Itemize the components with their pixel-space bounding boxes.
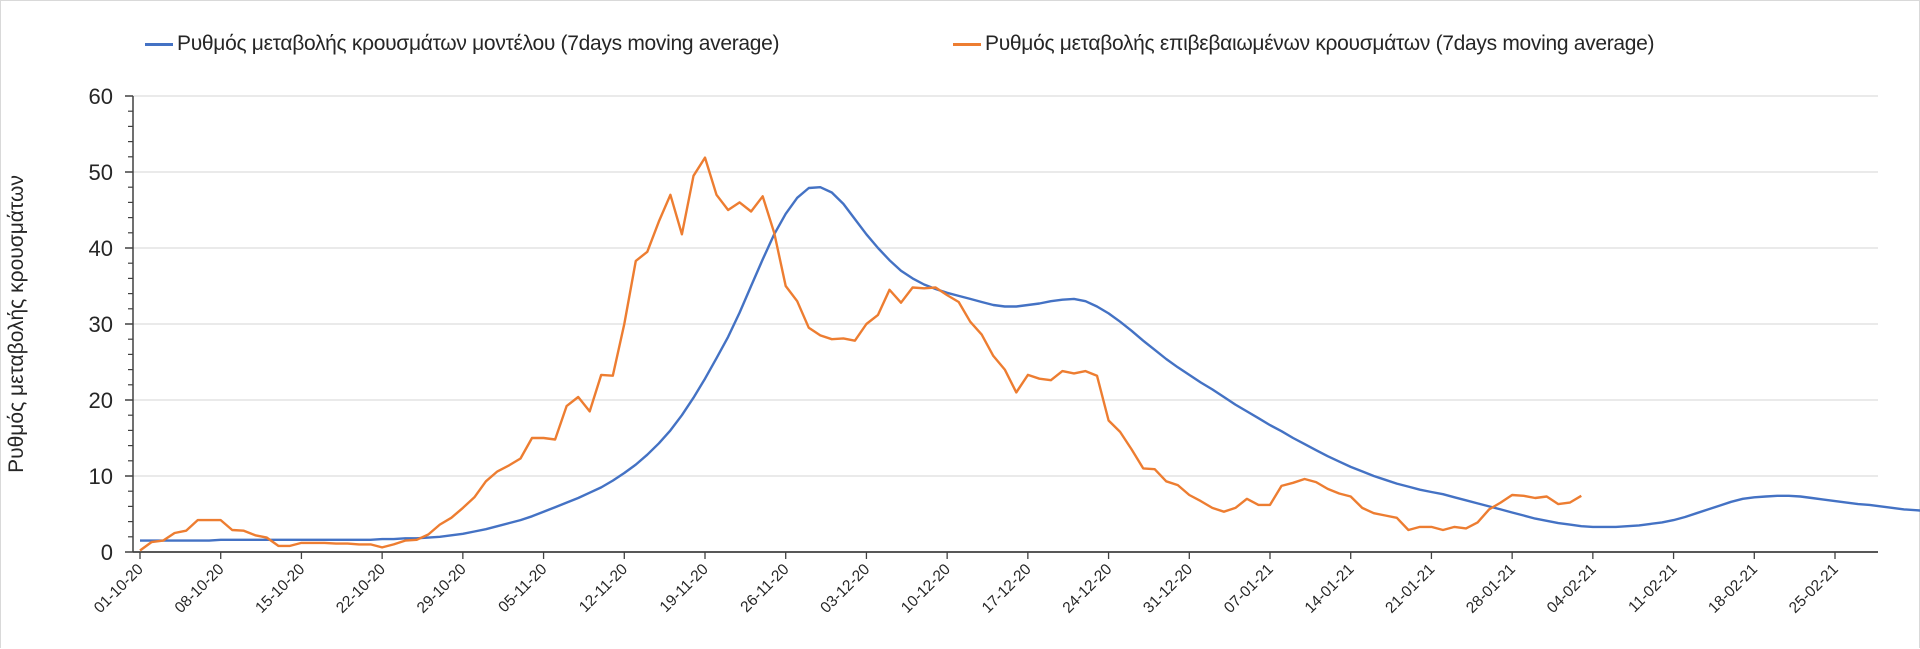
x-tick-label-01-10-20: 01-10-20: [91, 561, 147, 617]
x-tick-label-03-12-20: 03-12-20: [817, 561, 873, 617]
x-tick-label-31-12-20: 31-12-20: [1140, 561, 1196, 617]
legend-item-confirmed: Ρυθμός μεταβολής επιβεβαιωμένων κρουσμάτ…: [953, 32, 1655, 56]
x-tick-label-22-10-20: 22-10-20: [333, 561, 389, 617]
x-tick-label-29-10-20: 29-10-20: [414, 561, 470, 617]
y-tick-label-40: 40: [89, 236, 113, 261]
x-tick-label-25-02-21: 25-02-21: [1786, 561, 1842, 617]
x-tick-label-05-11-20: 05-11-20: [495, 561, 550, 616]
legend-swatch-confirmed: [953, 42, 981, 46]
y-tick-label-10: 10: [89, 464, 113, 489]
x-tick-label-18-02-21: 18-02-21: [1705, 561, 1761, 617]
legend: Ρυθμός μεταβολής κρουσμάτων μοντέλου (7d…: [0, 32, 1920, 62]
x-tick-label-28-01-21: 28-01-21: [1463, 561, 1519, 617]
x-tick-label-07-01-21: 07-01-21: [1221, 561, 1277, 617]
series-line-model: [140, 185, 1920, 542]
x-tick-label-24-12-20: 24-12-20: [1060, 561, 1116, 617]
legend-swatch-model: [145, 42, 173, 46]
x-tick-label-11-02-21: 11-02-21: [1625, 561, 1680, 616]
x-tick-label-08-10-20: 08-10-20: [172, 561, 228, 617]
series-line-confirmed: [139, 156, 1582, 552]
y-tick-label-0: 0: [101, 540, 113, 565]
x-tick-label-17-12-20: 17-12-20: [979, 561, 1035, 617]
x-tick-label-21-01-21: 21-01-21: [1382, 561, 1438, 617]
x-tick-label-26-11-20: 26-11-20: [737, 561, 792, 616]
x-tick-label-10-12-20: 10-12-20: [898, 561, 954, 617]
y-tick-label-50: 50: [89, 160, 113, 185]
x-tick-label-15-10-20: 15-10-20: [252, 561, 308, 617]
y-tick-label-20: 20: [89, 388, 113, 413]
legend-item-model: Ρυθμός μεταβολής κρουσμάτων μοντέλου (7d…: [145, 32, 780, 56]
y-tick-label-30: 30: [89, 312, 113, 337]
x-tick-label-12-11-20: 12-11-20: [576, 561, 631, 616]
x-tick-label-04-02-21: 04-02-21: [1544, 561, 1600, 617]
x-tick-label-14-01-21: 14-01-21: [1302, 561, 1358, 617]
x-tick-label-19-11-20: 19-11-20: [657, 561, 712, 616]
legend-label-confirmed: Ρυθμός μεταβολής επιβεβαιωμένων κρουσμάτ…: [985, 32, 1655, 55]
legend-label-model: Ρυθμός μεταβολής κρουσμάτων μοντέλου (7d…: [177, 32, 780, 55]
y-tick-label-60: 60: [89, 84, 113, 109]
